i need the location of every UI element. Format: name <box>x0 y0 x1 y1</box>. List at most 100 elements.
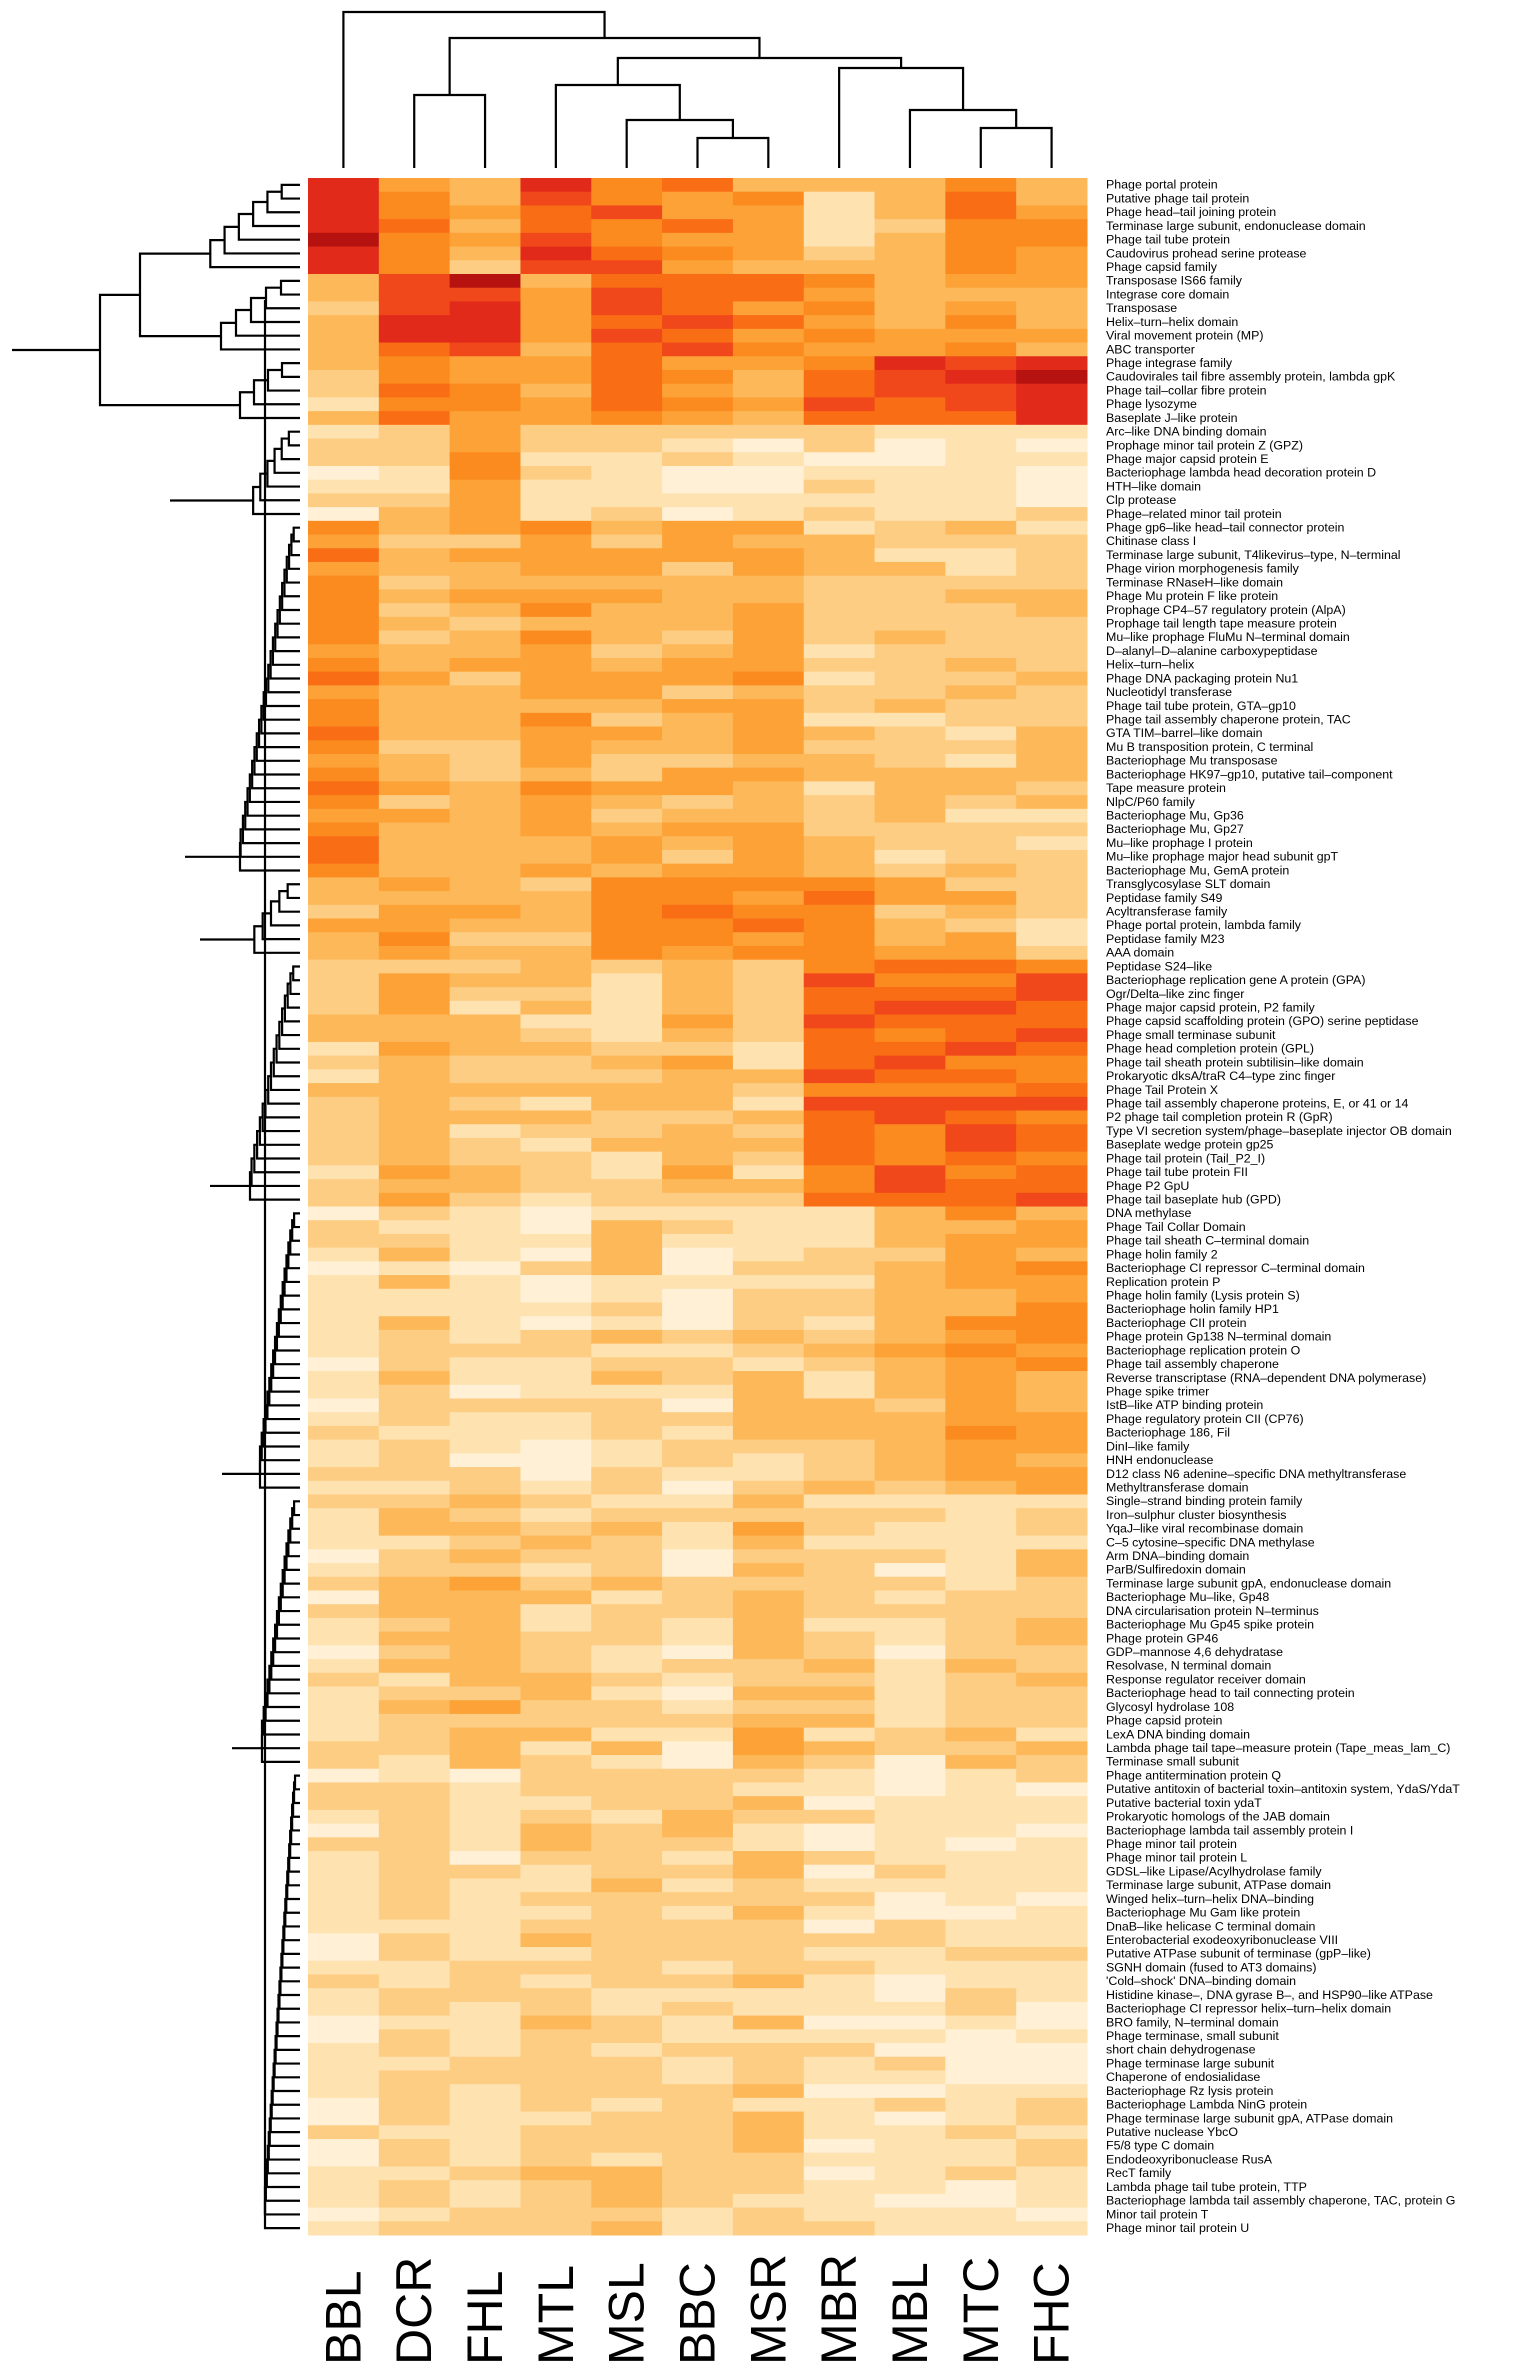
heatmap-cell <box>308 1782 380 1797</box>
heatmap-cell <box>874 849 946 865</box>
heatmap-cell <box>591 1905 663 1921</box>
heatmap-cell <box>662 287 734 302</box>
heatmap-cell <box>803 1192 876 1207</box>
heatmap-cell <box>1016 740 1088 755</box>
heatmap-cell <box>591 1755 663 1770</box>
heatmap-cell <box>520 1288 592 1303</box>
heatmap-cell <box>449 1796 521 1811</box>
heatmap-cell <box>308 424 380 440</box>
dendrogram-branch <box>293 1500 300 1517</box>
row-label: Mu–like prophage major head subunit gpT <box>1106 850 1339 864</box>
heatmap-cell <box>662 1713 734 1729</box>
heatmap-cell <box>308 753 380 769</box>
heatmap-cell <box>803 1288 876 1303</box>
heatmap-cell <box>378 260 451 275</box>
heatmap-cell <box>945 657 1017 673</box>
heatmap-cell <box>591 1261 663 1276</box>
heatmap-cell <box>732 1563 805 1578</box>
heatmap-cell <box>449 273 521 289</box>
heatmap-cell <box>308 548 380 563</box>
heatmap-cell <box>732 2097 805 2113</box>
heatmap-cell <box>449 1467 521 1482</box>
heatmap-cell <box>520 1617 592 1633</box>
heatmap-cell <box>874 1988 946 2003</box>
heatmap-cell <box>662 630 734 645</box>
heatmap-cell <box>449 1371 521 1386</box>
heatmap-cell <box>732 1494 805 1509</box>
heatmap-cell <box>1016 260 1088 275</box>
heatmap-cell <box>732 534 805 549</box>
heatmap-cell <box>874 479 946 494</box>
heatmap-cell <box>308 740 380 755</box>
heatmap-cell <box>520 1809 592 1825</box>
heatmap-cell <box>732 1549 805 1564</box>
heatmap-cell <box>520 904 592 920</box>
heatmap-cell <box>520 1713 592 1729</box>
heatmap-cell <box>308 616 380 632</box>
heatmap-cell <box>874 383 946 398</box>
heatmap-cell <box>520 397 592 412</box>
heatmap-cell <box>662 1508 734 1523</box>
heatmap-cell <box>308 1947 380 1962</box>
heatmap-cell <box>874 1316 946 1331</box>
heatmap-cell <box>1016 1796 1088 1811</box>
heatmap-cell <box>662 1220 734 1235</box>
heatmap-cell <box>874 397 946 412</box>
heatmap-cell <box>591 1316 663 1331</box>
heatmap-cell <box>732 1768 805 1783</box>
row-label: Putative nuclease YbcO <box>1106 2125 1238 2139</box>
heatmap-cell <box>449 1302 521 1317</box>
heatmap-cell <box>378 1151 451 1166</box>
row-label: Mu–like prophage I protein <box>1106 836 1253 850</box>
heatmap-cell <box>1016 1727 1088 1742</box>
heatmap-cell <box>520 726 592 741</box>
heatmap-cell <box>803 1028 876 1043</box>
heatmap-cell <box>945 2070 1017 2085</box>
heatmap-cell <box>378 1316 451 1331</box>
heatmap-cell <box>520 657 592 673</box>
heatmap-cell <box>1016 1508 1088 1523</box>
heatmap-cell <box>662 918 734 933</box>
heatmap-cell <box>662 671 734 686</box>
heatmap-cell <box>449 1261 521 1276</box>
heatmap-cell <box>945 877 1017 892</box>
heatmap-cell <box>520 575 592 590</box>
heatmap-cell <box>449 1494 521 1509</box>
heatmap-cell <box>378 1096 451 1111</box>
heatmap-cell <box>662 2207 734 2222</box>
heatmap-cell <box>1016 589 1088 604</box>
heatmap-cell <box>520 1028 592 1043</box>
heatmap-cell <box>378 2084 451 2099</box>
heatmap-cell <box>803 1371 876 1386</box>
heatmap-cell <box>308 452 380 467</box>
heatmap-cell <box>732 2056 805 2071</box>
heatmap-cell <box>803 1055 876 1070</box>
heatmap-cell <box>591 2043 663 2058</box>
row-label: SGNH domain (fused to AT3 domains) <box>1106 1960 1317 1974</box>
heatmap-cell <box>520 2015 592 2030</box>
column-label: MSR <box>740 2254 796 2365</box>
heatmap-cell <box>449 1151 521 1166</box>
dendrogram-branch <box>138 252 221 338</box>
heatmap-cell <box>378 1480 451 1495</box>
heatmap-cell <box>662 808 734 824</box>
row-label: Phage tail–collar fibre protein <box>1106 383 1267 397</box>
heatmap-cell <box>662 2152 734 2167</box>
heatmap-cell <box>732 205 805 220</box>
heatmap-cell <box>945 1041 1017 1057</box>
row-label: Prokaryotic homologs of the JAB domain <box>1106 1810 1330 1824</box>
row-label: Bacteriophage Mu Gp45 spike protein <box>1106 1618 1314 1632</box>
heatmap-cell <box>803 1494 876 1509</box>
heatmap-cell <box>732 644 805 659</box>
heatmap-cell <box>378 712 451 728</box>
row-label: Bacteriophage Mu Gam like protein <box>1106 1906 1300 1920</box>
heatmap-cell <box>803 1933 876 1948</box>
heatmap-cell <box>662 1110 734 1125</box>
heatmap-cell <box>732 561 805 577</box>
heatmap-cell <box>662 616 734 632</box>
heatmap-cell <box>1016 630 1088 645</box>
heatmap-cell <box>874 904 946 920</box>
heatmap-cell <box>520 1151 592 1166</box>
heatmap-cell <box>1016 808 1088 824</box>
heatmap-cell <box>520 2070 592 2085</box>
